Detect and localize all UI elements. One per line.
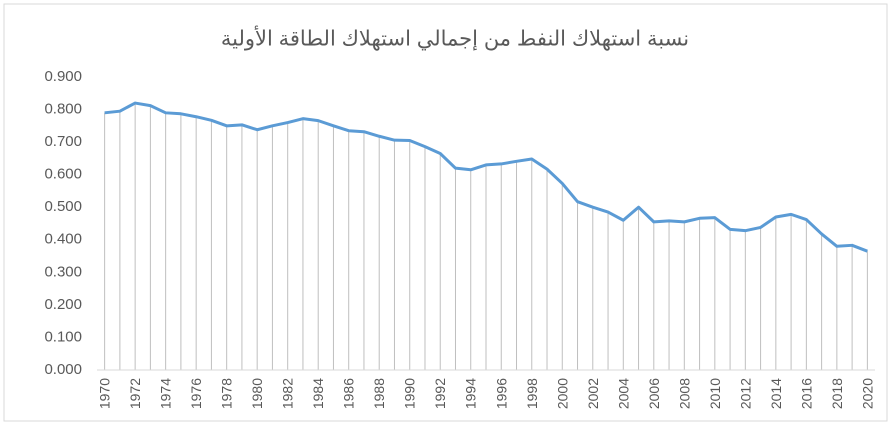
x-tick-label: 2010	[707, 378, 723, 409]
y-tick-label: 0.500	[44, 198, 82, 215]
y-tick-label: 0.900	[44, 68, 82, 85]
x-tick-label: 1984	[310, 378, 326, 409]
x-tick-label: 2014	[768, 378, 784, 409]
x-tick-label: 1980	[249, 378, 265, 409]
y-tick-label: 0.000	[44, 361, 82, 378]
x-tick-label: 1976	[188, 378, 204, 409]
x-tick-label: 2006	[646, 378, 662, 409]
x-tick-label: 2004	[615, 378, 631, 409]
x-tick-label: 2012	[737, 378, 753, 409]
data-line	[104, 101, 868, 253]
x-tick-label: 1992	[432, 378, 448, 409]
x-tick-label: 1998	[524, 378, 540, 409]
y-tick-label: 0.300	[44, 263, 82, 280]
x-tick-label: 2000	[554, 378, 570, 409]
x-tick-label: 2016	[798, 378, 814, 409]
x-tick-label: 2020	[859, 378, 875, 409]
x-tick-label: 2018	[829, 378, 845, 409]
x-tick-label: 1990	[402, 378, 418, 409]
y-tick-label: 0.400	[44, 231, 82, 248]
x-tick-label: 1970	[97, 378, 113, 409]
y-tick-label: 0.600	[44, 166, 82, 183]
y-tick-label: 0.700	[44, 133, 82, 150]
chart-title: نسبة استهلاك النفط من إجمالي استهلاك الط…	[221, 26, 689, 52]
x-tick-label: 2002	[585, 378, 601, 409]
x-tick-label: 1982	[280, 378, 296, 409]
y-tick-label: 0.800	[44, 101, 82, 118]
x-tick-label: 1996	[493, 378, 509, 409]
x-tick-label: 1978	[219, 378, 235, 409]
x-tick-label: 1994	[463, 378, 479, 409]
y-tick-label: 0.200	[44, 296, 82, 313]
y-tick-label: 0.100	[44, 328, 82, 345]
x-tick-label: 2008	[676, 378, 692, 409]
x-tick-label: 1974	[158, 378, 174, 409]
x-tick-label: 1986	[341, 378, 357, 409]
x-tick-label: 1972	[127, 378, 143, 409]
chart-border	[3, 3, 888, 422]
x-tick-label: 1988	[371, 378, 387, 409]
